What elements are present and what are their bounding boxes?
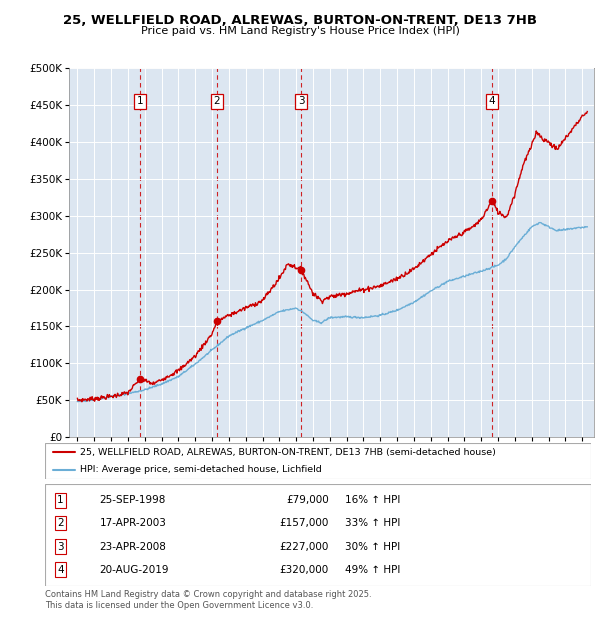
Text: 2: 2 (214, 96, 220, 107)
Text: 25, WELLFIELD ROAD, ALREWAS, BURTON-ON-TRENT, DE13 7HB: 25, WELLFIELD ROAD, ALREWAS, BURTON-ON-T… (63, 14, 537, 27)
Text: 30% ↑ HPI: 30% ↑ HPI (346, 541, 401, 552)
Text: £320,000: £320,000 (280, 565, 329, 575)
Text: 16% ↑ HPI: 16% ↑ HPI (346, 495, 401, 505)
Text: 4: 4 (488, 96, 495, 107)
Text: £79,000: £79,000 (286, 495, 329, 505)
Text: HPI: Average price, semi-detached house, Lichfield: HPI: Average price, semi-detached house,… (80, 465, 322, 474)
Text: Contains HM Land Registry data © Crown copyright and database right 2025.: Contains HM Land Registry data © Crown c… (45, 590, 371, 600)
Text: 25, WELLFIELD ROAD, ALREWAS, BURTON-ON-TRENT, DE13 7HB (semi-detached house): 25, WELLFIELD ROAD, ALREWAS, BURTON-ON-T… (80, 448, 496, 457)
Text: 17-APR-2003: 17-APR-2003 (100, 518, 166, 528)
Text: 23-APR-2008: 23-APR-2008 (100, 541, 166, 552)
Text: 4: 4 (57, 565, 64, 575)
Text: 3: 3 (57, 541, 64, 552)
Text: 1: 1 (57, 495, 64, 505)
Text: Price paid vs. HM Land Registry's House Price Index (HPI): Price paid vs. HM Land Registry's House … (140, 26, 460, 36)
Text: £227,000: £227,000 (280, 541, 329, 552)
Text: 49% ↑ HPI: 49% ↑ HPI (346, 565, 401, 575)
Text: 2: 2 (57, 518, 64, 528)
Text: This data is licensed under the Open Government Licence v3.0.: This data is licensed under the Open Gov… (45, 601, 313, 611)
Text: 33% ↑ HPI: 33% ↑ HPI (346, 518, 401, 528)
Text: 20-AUG-2019: 20-AUG-2019 (100, 565, 169, 575)
Text: 25-SEP-1998: 25-SEP-1998 (100, 495, 166, 505)
Text: 1: 1 (137, 96, 143, 107)
Text: 3: 3 (298, 96, 305, 107)
Text: £157,000: £157,000 (280, 518, 329, 528)
